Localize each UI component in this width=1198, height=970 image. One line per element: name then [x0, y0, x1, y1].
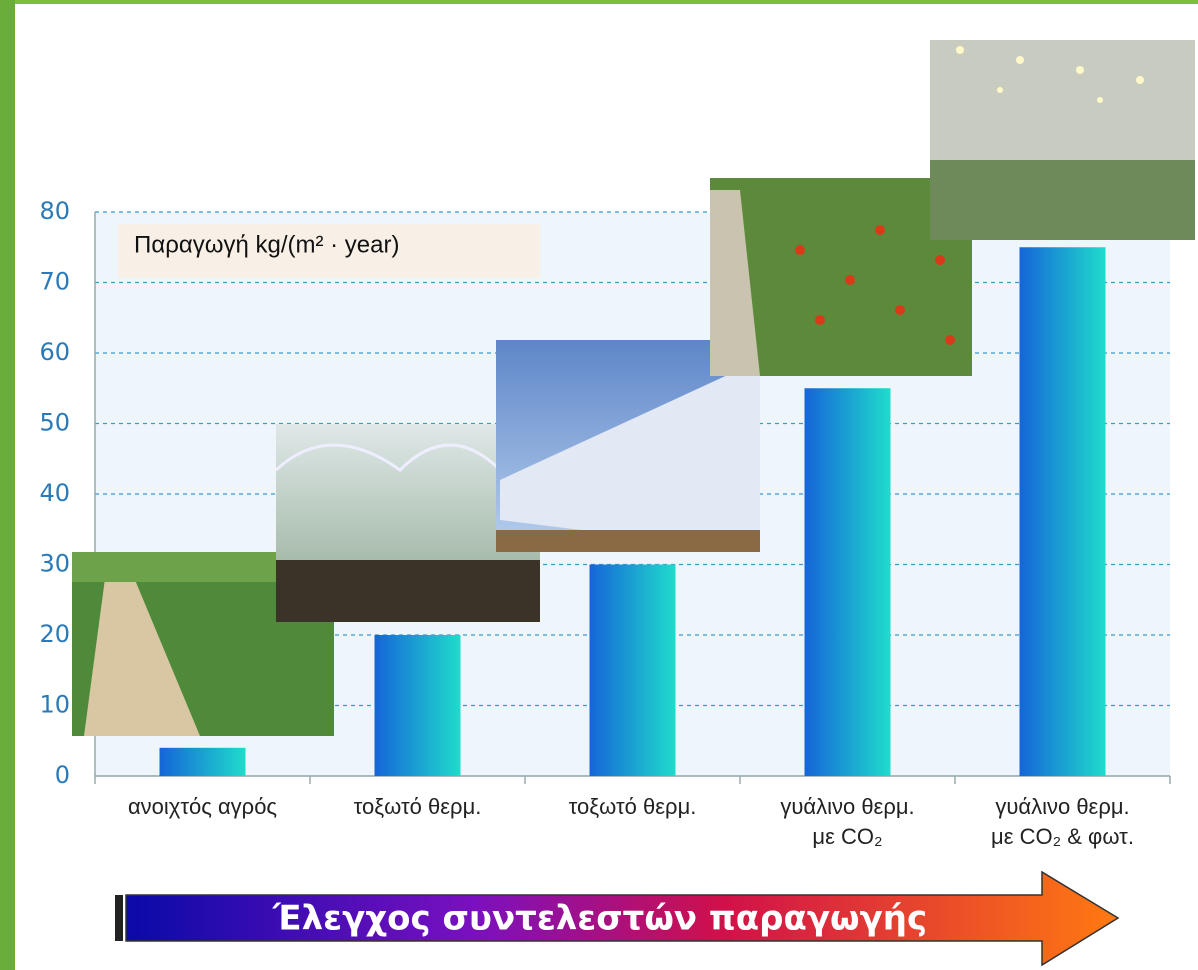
top-border — [0, 0, 1198, 4]
y-tick-label: 60 — [39, 338, 70, 366]
bar — [375, 635, 461, 776]
y-tick-label: 0 — [55, 761, 70, 789]
y-tick-label: 20 — [39, 620, 70, 648]
photo-lit-glasshouse — [930, 40, 1195, 240]
y-tick-label: 50 — [39, 409, 70, 437]
bar — [805, 388, 891, 776]
arrow-label: Έλεγχος συντελεστών παραγωγής — [272, 899, 927, 939]
x-tick-label: γυάλινο θερμ. με CO₂ — [733, 792, 963, 852]
bar — [590, 565, 676, 777]
x-tick-label: τοξωτό θερμ. — [303, 792, 533, 822]
page: Παραγωγή kg/(m² · year) Έλεγχος συντελεσ… — [0, 0, 1198, 970]
arrow-tail — [115, 895, 123, 941]
x-tick-label: ανοιχτός αγρός — [88, 792, 318, 822]
bar — [1020, 247, 1106, 776]
y-tick-label: 40 — [39, 479, 70, 507]
y-tick-label: 10 — [39, 691, 70, 719]
left-border — [0, 0, 15, 970]
bar — [160, 748, 246, 776]
y-tick-label: 80 — [39, 197, 70, 225]
annotation: Παραγωγή kg/(m² · year) — [134, 231, 400, 258]
x-tick-label: γυάλινο θερμ. με CO₂ & φωτ. — [948, 792, 1178, 852]
x-tick-label: τοξωτό θερμ. — [518, 792, 748, 822]
y-tick-label: 70 — [39, 268, 70, 296]
y-tick-label: 30 — [39, 550, 70, 578]
